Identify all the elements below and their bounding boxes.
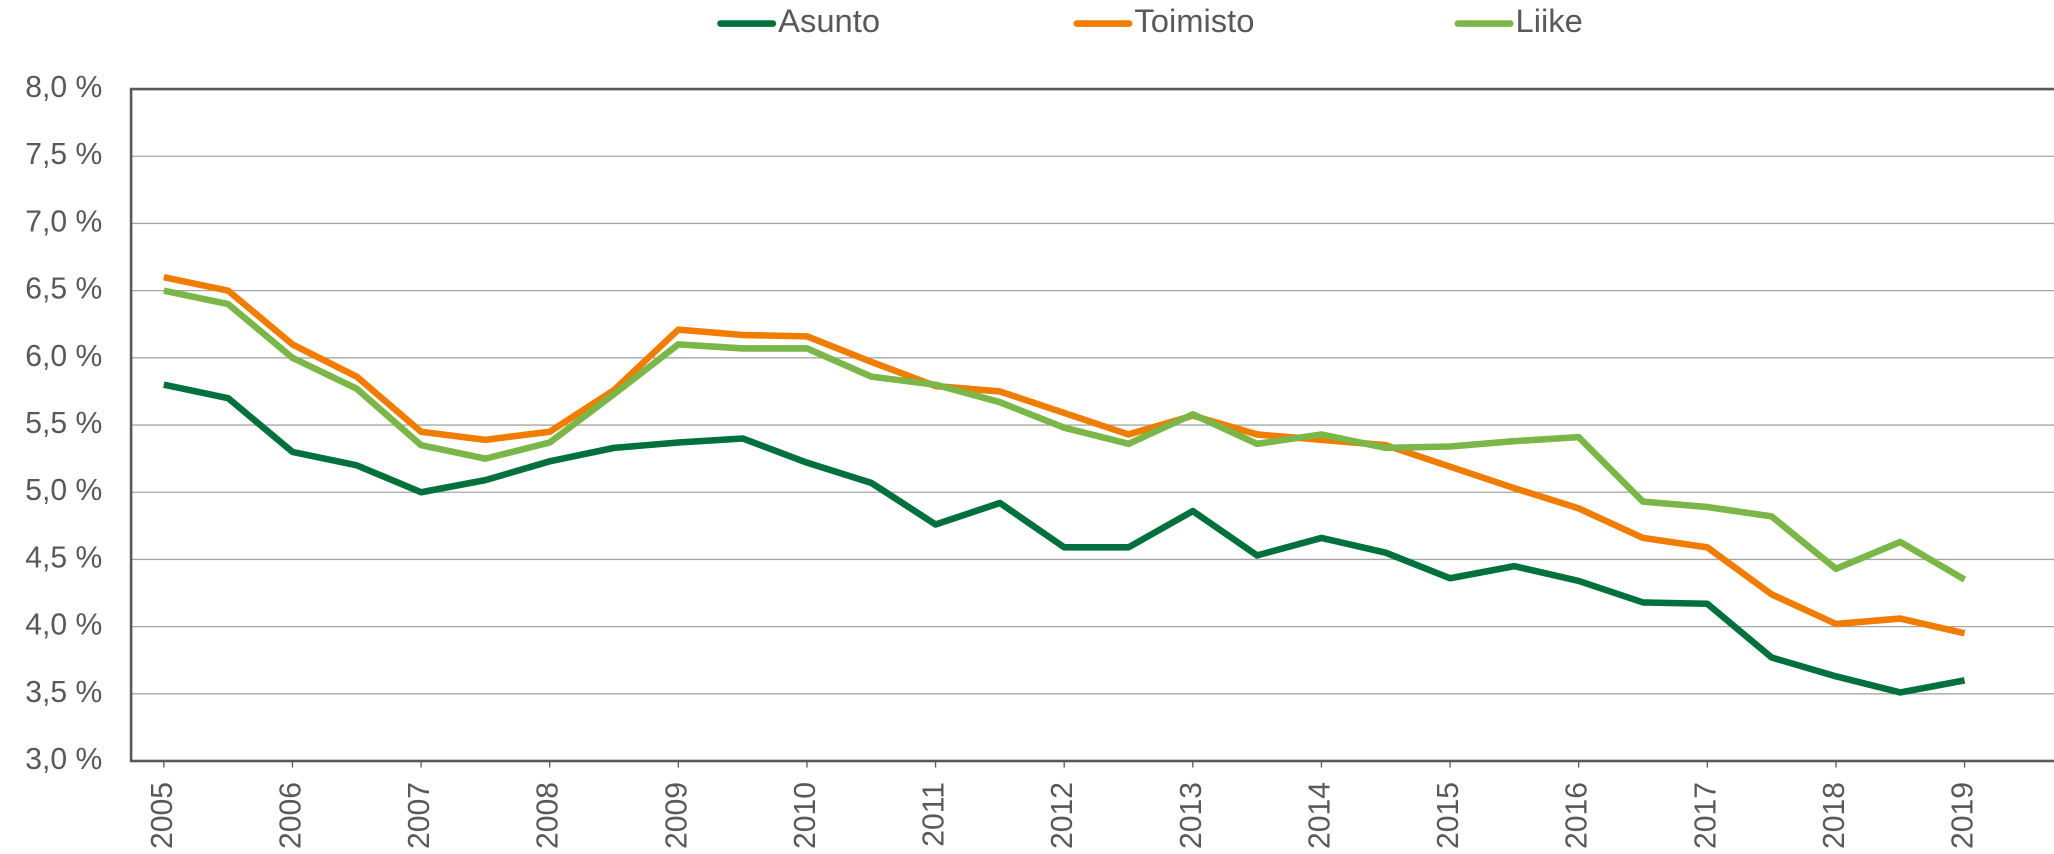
x-tick-label: 2007 bbox=[403, 782, 436, 849]
lines bbox=[163, 274, 1967, 696]
y-tick-label: 6,0 % bbox=[25, 340, 102, 373]
x-tick-label: 2010 bbox=[789, 782, 822, 849]
x-tick-label: 2017 bbox=[1689, 782, 1722, 849]
y-tick-label: 3,5 % bbox=[25, 676, 102, 709]
legend-label: Toimisto bbox=[1134, 2, 1254, 39]
series-line bbox=[163, 274, 1966, 637]
y-tick-label: 5,0 % bbox=[25, 474, 102, 507]
x-tick-label: 2014 bbox=[1303, 782, 1336, 849]
x-tick-label: 2006 bbox=[274, 782, 307, 849]
y-tick-label: 6,5 % bbox=[25, 273, 102, 306]
x-tick-label: 2016 bbox=[1561, 782, 1594, 849]
x-tick-label: 2019 bbox=[1947, 782, 1980, 849]
y-tick-label: 3,0 % bbox=[25, 743, 102, 776]
y-tick-label: 4,0 % bbox=[25, 609, 102, 642]
x-tick-label: 2018 bbox=[1818, 782, 1851, 849]
series-line bbox=[163, 287, 1967, 583]
y-tick-label: 8,0 % bbox=[25, 71, 102, 104]
x-tick-label: 2011 bbox=[918, 782, 951, 847]
y-tick-label: 4,5 % bbox=[25, 541, 102, 574]
x-tick-label: 2009 bbox=[660, 782, 693, 849]
x-tick-label: 2015 bbox=[1432, 782, 1465, 849]
x-tick-label: 2005 bbox=[146, 782, 179, 849]
y-tick-label: 5,5 % bbox=[25, 407, 102, 440]
x-tick-label: 2012 bbox=[1046, 782, 1079, 849]
x-tick-label: 2008 bbox=[532, 782, 565, 849]
legend-label: Liike bbox=[1516, 2, 1583, 39]
x-tick-label: 2013 bbox=[1175, 782, 1208, 849]
y-tick-label: 7,5 % bbox=[25, 138, 102, 171]
plot-frame bbox=[129, 87, 2054, 763]
y-tick-label: 7,0 % bbox=[25, 205, 102, 238]
series-line bbox=[163, 381, 1966, 696]
legend-label: Asunto bbox=[778, 2, 880, 39]
